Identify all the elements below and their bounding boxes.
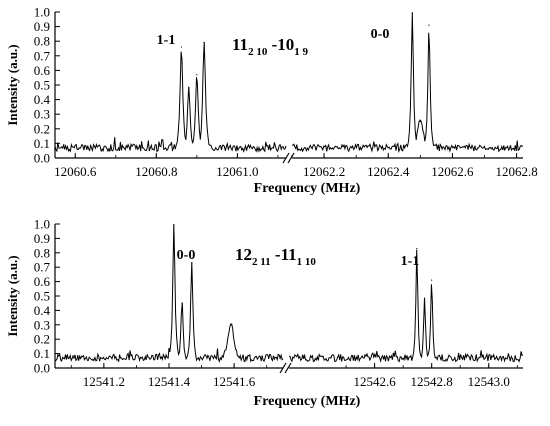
y-tick-label: 0.4 (34, 92, 51, 107)
y-tick-label: 0.6 (34, 63, 51, 78)
y-tick-label: 1.0 (34, 217, 50, 232)
y-tick-label: 0.8 (34, 34, 50, 49)
y-axis-label: Intensity (a.u.) (5, 44, 20, 125)
peak-point (411, 12, 413, 15)
peak-point (188, 87, 190, 89)
peak-annotation: 1-1 (157, 33, 176, 48)
spectrum-trace (54, 41, 287, 154)
peak-point (180, 46, 183, 48)
peak-point (230, 324, 232, 326)
y-tick-label: 0.4 (34, 303, 51, 318)
axis-break-mark (282, 152, 290, 164)
x-tick-label: 12062.8 (495, 164, 537, 179)
y-tick-label: 0.5 (34, 78, 50, 93)
axis-break-mark (287, 152, 295, 164)
panel-1: 0.00.10.20.30.40.50.60.70.80.91.0 Intensi… (5, 5, 538, 197)
peak-point (203, 42, 205, 44)
axis-break-mark (279, 362, 287, 374)
x-tick-label: 12061.0 (216, 164, 258, 179)
y-tick-label: 0.8 (34, 245, 50, 260)
peak-point (416, 247, 418, 250)
y-tick-label: 0.7 (34, 48, 51, 63)
spectrum-trace (288, 249, 524, 363)
transition-label: 112 10 -101 9 (232, 35, 308, 58)
y-tick-label: 0.3 (34, 107, 50, 122)
x-tick-label: 12543.0 (468, 374, 510, 389)
x-tick-label: 12542.6 (353, 374, 396, 389)
spectrum-trace (54, 223, 284, 363)
peak-point (191, 262, 193, 264)
x-tick-label: 12062.6 (431, 164, 474, 179)
y-tick-label: 0.9 (34, 19, 50, 34)
spectrum-trace (291, 12, 524, 154)
x-tick-label: 12062.2 (303, 164, 345, 179)
axis-break-mark (284, 362, 292, 374)
peak-point (196, 74, 198, 76)
y-tick-label: 0.2 (34, 332, 50, 347)
peak-point (181, 302, 183, 304)
peak-annotation: 1-1 (401, 254, 420, 269)
x-tick-label: 12541.6 (213, 374, 256, 389)
y-tick-label: 0.9 (34, 231, 50, 246)
y-tick-label: 0.1 (34, 136, 50, 151)
x-tick-label: 12542.8 (411, 374, 453, 389)
y-tick-label: 0.5 (34, 289, 50, 304)
y-tick-label: 0.6 (34, 274, 51, 289)
peak-point (423, 298, 426, 300)
y-tick-label: 0.0 (34, 151, 50, 166)
y-axis-label: Intensity (a.u.) (5, 255, 20, 336)
transition-label: 122 11 -111 10 (235, 245, 316, 268)
x-axis-label: Frequency (MHz) (254, 181, 361, 196)
y-tick-label: 0.3 (34, 317, 50, 332)
x-tick-label: 12541.4 (148, 374, 191, 389)
x-tick-label: 12062.4 (367, 164, 410, 179)
peak-annotation: 0-0 (177, 248, 196, 263)
panel-2: 0.00.10.20.30.40.50.60.70.80.91.0 Intensi… (5, 217, 524, 409)
peak-point (173, 224, 175, 227)
x-tick-label: 12541.2 (83, 374, 125, 389)
y-tick-label: 0.1 (34, 346, 50, 361)
peak-point (419, 120, 421, 123)
y-tick-label: 0.7 (34, 260, 51, 275)
peak-annotation: 0-0 (371, 27, 390, 42)
y-tick-label: 0.2 (34, 121, 50, 136)
peak-point (428, 24, 430, 26)
x-tick-label: 12060.6 (54, 164, 97, 179)
y-tick-label: 1.0 (34, 5, 50, 20)
x-axis-label: Frequency (MHz) (254, 394, 361, 409)
x-tick-label: 12060.8 (135, 164, 177, 179)
peak-point (431, 279, 433, 281)
y-tick-label: 0.0 (34, 361, 50, 376)
